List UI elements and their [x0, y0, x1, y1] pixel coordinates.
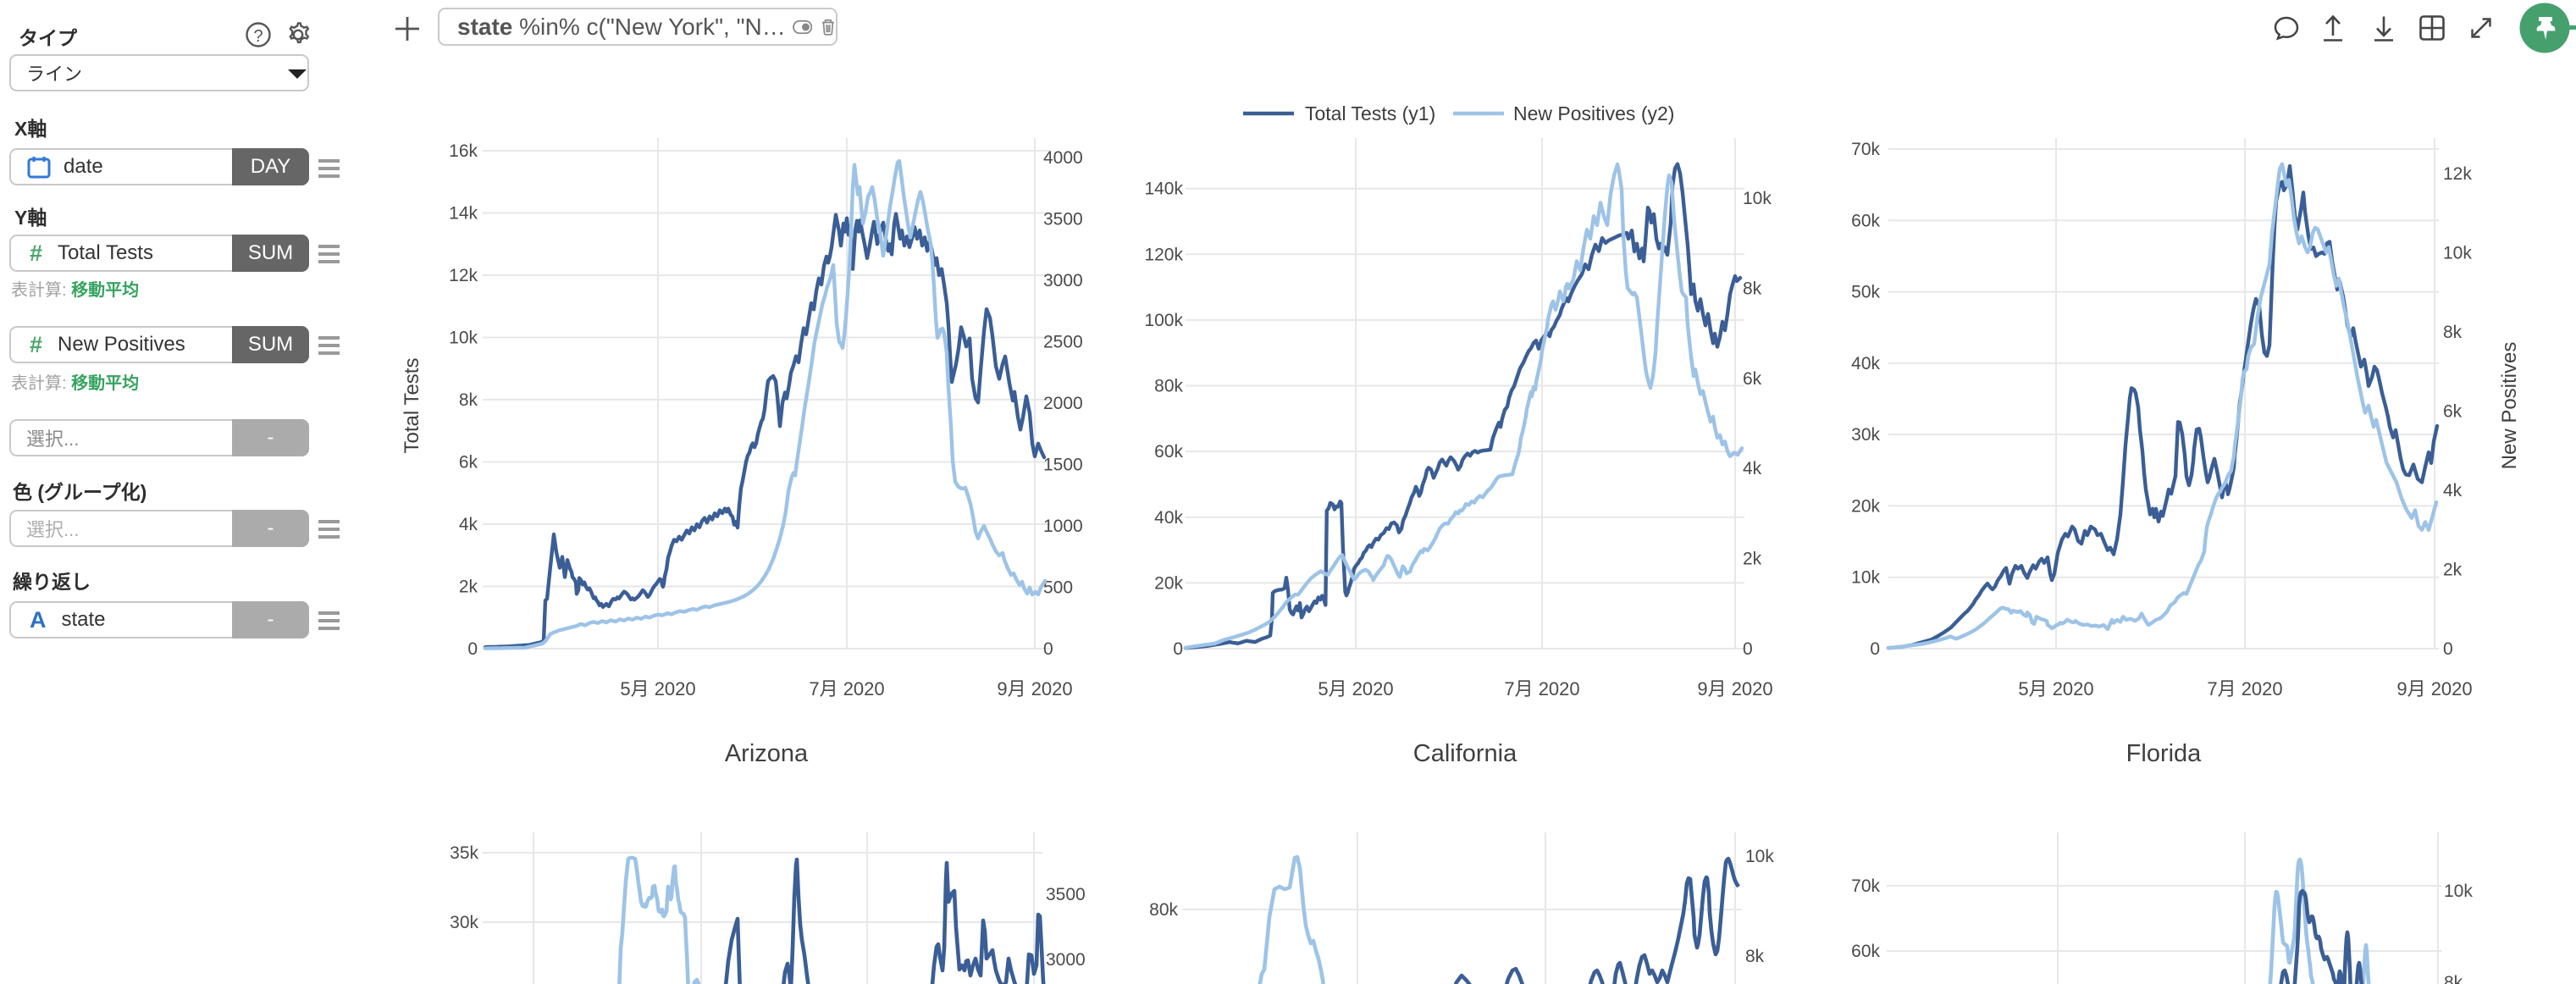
svg-text:2k: 2k [1743, 550, 1762, 569]
svg-text:3500: 3500 [1046, 885, 1086, 904]
svg-text:2000: 2000 [1043, 394, 1083, 413]
svg-text:8k: 8k [2444, 973, 2463, 984]
svg-text:New Positives: New Positives [2498, 342, 2521, 470]
svg-text:?: ? [253, 27, 263, 46]
svg-text:3000: 3000 [1043, 271, 1083, 290]
svg-text:0: 0 [1870, 639, 1880, 659]
svg-text:60k: 60k [1154, 442, 1183, 462]
svg-text:7月 2020: 7月 2020 [809, 678, 884, 699]
svg-text:0: 0 [467, 639, 478, 659]
svg-text:120k: 120k [1144, 245, 1183, 264]
svg-text:10k: 10k [1745, 847, 1774, 866]
svg-text:Florida: Florida [2126, 740, 2203, 767]
svg-text:50k: 50k [1851, 283, 1880, 302]
svg-text:7月 2020: 7月 2020 [1504, 678, 1579, 699]
svg-text:4000: 4000 [1043, 148, 1083, 168]
svg-text:8k: 8k [459, 390, 478, 410]
svg-text:0: 0 [1043, 639, 1053, 659]
svg-text:8k: 8k [1745, 947, 1765, 966]
svg-text:8k: 8k [2443, 323, 2463, 342]
svg-text:Total Tests: Total Tests [401, 358, 423, 454]
svg-text:140k: 140k [1144, 180, 1183, 199]
svg-text:20k: 20k [1851, 496, 1880, 516]
svg-text:4k: 4k [459, 515, 478, 534]
svg-text:35k: 35k [450, 843, 478, 863]
svg-text:6k: 6k [459, 453, 478, 473]
svg-text:40k: 40k [1154, 508, 1183, 528]
svg-text:9月 2020: 9月 2020 [997, 678, 1072, 699]
svg-text:1500: 1500 [1043, 456, 1083, 475]
svg-text:0: 0 [2443, 639, 2453, 659]
svg-text:6k: 6k [1743, 369, 1762, 389]
svg-text:80k: 80k [1149, 900, 1178, 920]
svg-text:70k: 70k [1851, 876, 1880, 896]
svg-text:12k: 12k [2443, 164, 2472, 184]
svg-text:10k: 10k [1851, 568, 1880, 588]
svg-text:70k: 70k [1851, 140, 1880, 159]
svg-text:500: 500 [1043, 578, 1073, 598]
svg-text:10k: 10k [1743, 189, 1772, 208]
svg-text:5月 2020: 5月 2020 [620, 678, 695, 699]
svg-text:0: 0 [1743, 639, 1753, 659]
svg-text:12k: 12k [449, 266, 478, 285]
svg-text:Total Tests (y1): Total Tests (y1) [1305, 102, 1435, 124]
svg-text:6k: 6k [2443, 402, 2463, 422]
svg-text:20k: 20k [1154, 573, 1183, 593]
svg-text:30k: 30k [450, 913, 478, 932]
svg-text:3000: 3000 [1046, 950, 1086, 970]
svg-text:3500: 3500 [1043, 210, 1083, 229]
svg-text:10k: 10k [449, 329, 478, 348]
svg-text:New Positives (y2): New Positives (y2) [1513, 102, 1674, 124]
svg-text:4k: 4k [2443, 481, 2463, 500]
svg-text:60k: 60k [1851, 942, 1880, 961]
svg-text:14k: 14k [449, 204, 478, 224]
svg-text:4k: 4k [1743, 459, 1762, 478]
svg-text:9月 2020: 9月 2020 [1697, 678, 1772, 699]
svg-text:9月 2020: 9月 2020 [2396, 678, 2472, 699]
svg-text:2k: 2k [2443, 561, 2463, 580]
svg-text:10k: 10k [2443, 244, 2472, 263]
svg-text:California: California [1413, 740, 1517, 767]
svg-text:Arizona: Arizona [725, 740, 809, 767]
svg-text:10k: 10k [2444, 882, 2473, 901]
svg-text:2500: 2500 [1043, 333, 1083, 352]
svg-text:40k: 40k [1851, 354, 1880, 373]
svg-text:5月 2020: 5月 2020 [1318, 678, 1393, 699]
svg-text:2k: 2k [459, 578, 478, 597]
svg-text:0: 0 [1173, 639, 1183, 659]
svg-text:1000: 1000 [1043, 517, 1083, 536]
svg-text:8k: 8k [1743, 279, 1762, 298]
svg-text:80k: 80k [1154, 377, 1183, 396]
svg-text:30k: 30k [1851, 425, 1880, 445]
svg-text:100k: 100k [1144, 311, 1183, 330]
svg-text:7月 2020: 7月 2020 [2207, 678, 2282, 699]
svg-text:16k: 16k [449, 141, 478, 161]
svg-text:5月 2020: 5月 2020 [2018, 678, 2093, 699]
svg-text:60k: 60k [1851, 211, 1880, 230]
